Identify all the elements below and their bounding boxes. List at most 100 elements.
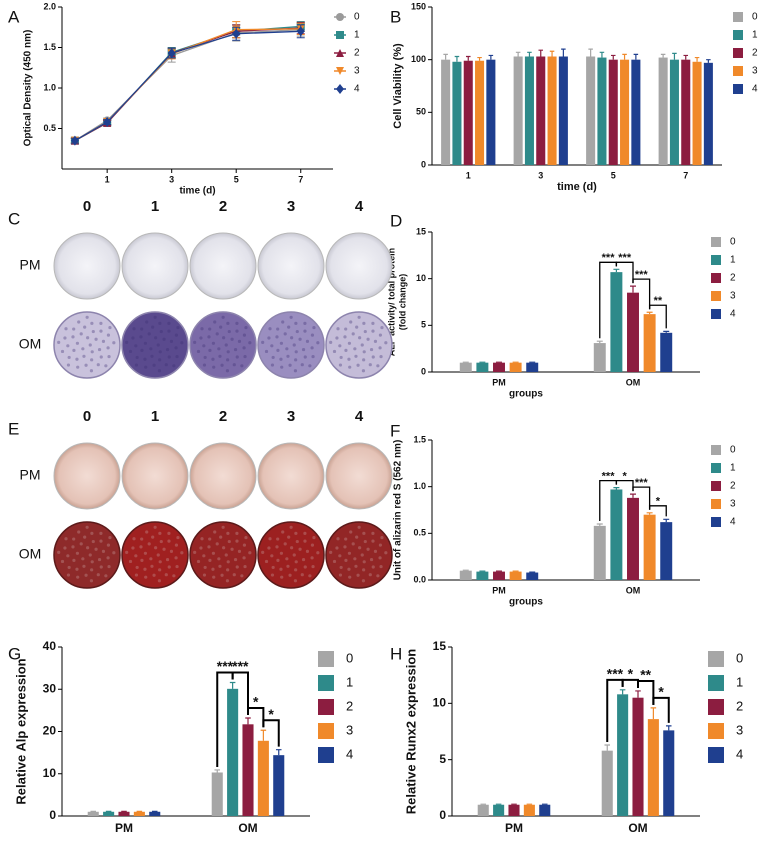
- significance-bracket: [632, 486, 651, 510]
- well-texture: [264, 559, 269, 564]
- well-texture: [85, 315, 89, 319]
- bar: [149, 811, 161, 816]
- well-texture: [202, 573, 207, 577]
- well-texture: [106, 346, 110, 350]
- x-tick-label: 3: [169, 174, 174, 184]
- y-tick-label: 1.5: [43, 42, 56, 52]
- well-texture: [376, 574, 380, 578]
- well-texture: [76, 575, 80, 579]
- well-texture: [134, 554, 138, 558]
- x-axis-label: time (d): [557, 181, 597, 193]
- well-texture: [57, 340, 61, 344]
- error-bar: [527, 51, 532, 57]
- well-texture: [140, 537, 144, 541]
- well-texture: [294, 358, 298, 362]
- well-texture: [143, 551, 148, 555]
- bar: [103, 811, 115, 816]
- well-texture: [167, 565, 171, 569]
- bar: [692, 61, 702, 166]
- x-tick-label: PM: [505, 821, 523, 835]
- error-bar: [596, 523, 603, 526]
- well-texture: [89, 579, 94, 583]
- well-texture: [159, 329, 163, 334]
- well-texture: [219, 535, 223, 539]
- row-label: PM: [20, 467, 41, 483]
- well-texture: [283, 542, 287, 546]
- well: [257, 521, 325, 589]
- well-texture: [384, 551, 388, 555]
- legend-label: 2: [730, 273, 736, 284]
- well-texture: [279, 357, 283, 361]
- y-tick-label: 10: [43, 766, 57, 780]
- x-tick-label: 5: [611, 170, 616, 180]
- well-texture: [353, 347, 357, 351]
- well-texture: [347, 357, 351, 361]
- panel-letter: D: [390, 211, 402, 230]
- column-label: 4: [355, 408, 364, 425]
- well-texture: [89, 369, 94, 373]
- well-texture: [235, 355, 239, 359]
- well-texture: [135, 565, 139, 570]
- well-texture: [71, 335, 75, 339]
- legend-swatch: [733, 48, 743, 58]
- well-texture: [303, 565, 307, 569]
- bar: [526, 572, 539, 580]
- well-texture: [242, 333, 247, 337]
- well-texture: [356, 573, 360, 577]
- well-texture: [96, 573, 100, 577]
- well-texture: [174, 333, 179, 337]
- bar: [610, 489, 623, 580]
- bar: [476, 362, 489, 372]
- well-texture: [82, 354, 86, 358]
- bar: [211, 772, 223, 816]
- well-texture: [348, 575, 352, 579]
- well-texture: [140, 348, 144, 352]
- legend-swatch: [711, 481, 721, 491]
- well-texture: [347, 551, 352, 555]
- well-texture: [132, 537, 136, 541]
- significance-bracket: [262, 719, 280, 747]
- well-texture: [90, 568, 94, 572]
- significance-label: *: [253, 694, 259, 710]
- x-tick-label: OM: [626, 585, 641, 595]
- bar: [620, 59, 630, 165]
- well-texture: [147, 332, 151, 336]
- well-texture: [294, 560, 298, 564]
- legend-swatch: [711, 445, 721, 455]
- well-texture: [293, 369, 298, 373]
- significance-label: ***: [602, 252, 616, 264]
- legend-swatch: [711, 309, 721, 319]
- well-texture: [79, 542, 83, 546]
- well-texture: [362, 568, 366, 572]
- legend-swatch: [711, 499, 721, 509]
- well-texture: [235, 531, 239, 535]
- well-texture: [180, 341, 184, 345]
- well-texture: [199, 336, 203, 340]
- error-bar: [610, 54, 616, 60]
- well-texture: [158, 531, 162, 535]
- legend-swatch: [708, 651, 724, 667]
- error-bar: [604, 744, 611, 751]
- well-texture: [285, 557, 289, 561]
- legend-label: 4: [346, 746, 353, 761]
- well-texture: [301, 557, 306, 562]
- significance-bracket: [231, 671, 249, 715]
- bar: [493, 571, 505, 580]
- y-axis-label: Cell Viability (%): [392, 43, 404, 129]
- well-texture: [212, 365, 216, 369]
- legend-label: 0: [752, 12, 758, 23]
- well-texture: [144, 365, 148, 369]
- well-texture: [91, 539, 95, 544]
- error-bar: [229, 681, 236, 689]
- well-texture: [294, 531, 298, 535]
- well-texture: [66, 573, 71, 577]
- well-texture: [380, 535, 384, 540]
- well-texture: [332, 349, 337, 354]
- well-texture: [329, 340, 333, 344]
- well-texture: [215, 332, 219, 336]
- error-bar: [599, 51, 605, 58]
- well-texture: [99, 321, 103, 325]
- significance-bracket: [652, 696, 670, 723]
- y-tick-label: 1.0: [413, 481, 426, 491]
- well-texture: [373, 339, 378, 343]
